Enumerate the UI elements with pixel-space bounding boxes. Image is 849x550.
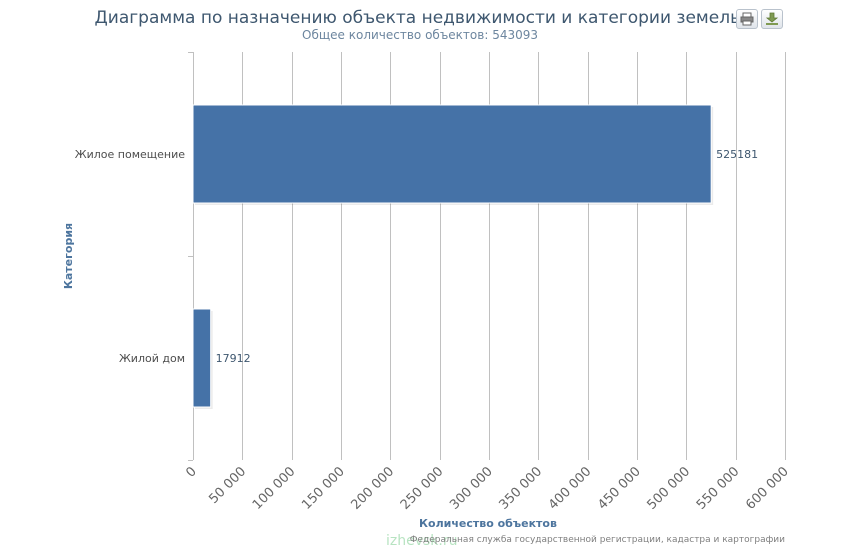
printer-icon (740, 12, 754, 26)
chart-subtitle: Общее количество объектов: 543093 (302, 28, 538, 42)
x-tick-label: 0 (183, 464, 199, 480)
download-icon (765, 12, 779, 25)
data-label: 525181 (716, 148, 758, 161)
print-button[interactable] (736, 9, 758, 29)
x-tick-label: 400 000 (546, 464, 595, 513)
x-tick-label: 100 000 (250, 464, 299, 513)
x-tick-label: 150 000 (299, 464, 348, 513)
x-tick-label: 200 000 (349, 464, 398, 513)
x-tick-label: 50 000 (206, 464, 249, 507)
x-tick-label: 300 000 (447, 464, 496, 513)
x-tick-label: 550 000 (694, 464, 743, 513)
category-label: Жилой дом (119, 352, 185, 365)
x-tick-label: 500 000 (645, 464, 694, 513)
x-tick-label: 450 000 (595, 464, 644, 513)
y-axis-title: Категория (62, 222, 75, 290)
bar (192, 104, 712, 204)
chart-title: Диаграмма по назначению объекта недвижим… (94, 8, 746, 28)
watermark: izhevsk.ru (386, 533, 458, 549)
x-axis-title: Количество объектов (419, 517, 557, 530)
export-button[interactable] (761, 9, 783, 29)
x-tick-label: 600 000 (743, 464, 792, 513)
credits: Федеральная служба государственной регис… (409, 535, 785, 545)
x-tick-label: 350 000 (497, 464, 546, 513)
x-tick-label: 250 000 (398, 464, 447, 513)
bar (192, 308, 212, 408)
data-label: 17912 (216, 352, 251, 365)
category-label: Жилое помещение (75, 148, 185, 161)
